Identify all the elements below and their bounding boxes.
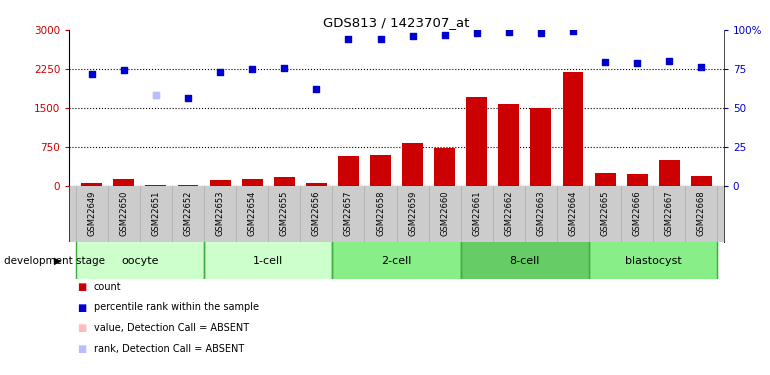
Text: percentile rank within the sample: percentile rank within the sample bbox=[94, 303, 259, 312]
Text: GSM22658: GSM22658 bbox=[376, 191, 385, 236]
Point bbox=[182, 96, 194, 102]
Text: GSM22650: GSM22650 bbox=[119, 191, 129, 236]
Bar bbox=[589, 242, 718, 279]
Title: GDS813 / 1423707_at: GDS813 / 1423707_at bbox=[323, 16, 470, 29]
Bar bbox=[659, 160, 680, 186]
Point bbox=[149, 92, 162, 98]
Text: value, Detection Call = ABSENT: value, Detection Call = ABSENT bbox=[94, 323, 249, 333]
Point bbox=[407, 33, 419, 39]
Point bbox=[149, 92, 162, 98]
Text: GSM22660: GSM22660 bbox=[440, 191, 449, 236]
Text: GSM22657: GSM22657 bbox=[344, 191, 353, 236]
Bar bbox=[434, 148, 455, 186]
Text: GSM22659: GSM22659 bbox=[408, 191, 417, 236]
Text: GSM22649: GSM22649 bbox=[87, 191, 96, 236]
Text: GSM22651: GSM22651 bbox=[152, 191, 160, 236]
Bar bbox=[242, 179, 263, 186]
Text: development stage: development stage bbox=[4, 256, 105, 266]
Bar bbox=[467, 98, 487, 186]
Bar bbox=[274, 177, 295, 186]
Point bbox=[567, 28, 579, 34]
Point bbox=[503, 29, 515, 35]
Point bbox=[631, 60, 644, 66]
Text: GSM22653: GSM22653 bbox=[216, 191, 225, 236]
Point bbox=[439, 32, 451, 38]
Bar bbox=[113, 179, 134, 186]
Bar bbox=[627, 174, 648, 186]
Text: GSM22664: GSM22664 bbox=[568, 191, 578, 236]
Text: count: count bbox=[94, 282, 122, 292]
Point bbox=[246, 66, 259, 72]
Text: ■: ■ bbox=[77, 282, 86, 292]
Point bbox=[663, 58, 675, 64]
Bar bbox=[370, 154, 391, 186]
Bar bbox=[146, 184, 166, 186]
Text: GSM22656: GSM22656 bbox=[312, 191, 321, 236]
Text: 8-cell: 8-cell bbox=[510, 256, 540, 266]
Text: GSM22667: GSM22667 bbox=[665, 191, 674, 237]
Text: ■: ■ bbox=[77, 303, 86, 312]
Point bbox=[534, 30, 547, 36]
Bar bbox=[306, 183, 326, 186]
Text: ■: ■ bbox=[77, 344, 86, 354]
Point bbox=[695, 64, 708, 70]
Bar bbox=[178, 185, 199, 186]
Bar bbox=[460, 242, 589, 279]
Text: GSM22666: GSM22666 bbox=[633, 191, 641, 237]
Bar bbox=[204, 242, 333, 279]
Text: GSM22661: GSM22661 bbox=[472, 191, 481, 236]
Point bbox=[118, 68, 130, 74]
Bar bbox=[594, 172, 615, 186]
Text: GSM22652: GSM22652 bbox=[183, 191, 192, 236]
Point bbox=[310, 86, 323, 92]
Bar bbox=[402, 143, 423, 186]
Bar bbox=[75, 242, 204, 279]
Bar bbox=[209, 180, 230, 186]
Bar bbox=[338, 156, 359, 186]
Text: GSM22665: GSM22665 bbox=[601, 191, 610, 236]
Bar bbox=[82, 183, 102, 186]
Text: GSM22662: GSM22662 bbox=[504, 191, 514, 236]
Text: oocyte: oocyte bbox=[121, 256, 159, 266]
Bar bbox=[563, 72, 584, 186]
Text: GSM22654: GSM22654 bbox=[248, 191, 256, 236]
Bar bbox=[333, 242, 460, 279]
Point bbox=[342, 36, 354, 42]
Text: ■: ■ bbox=[77, 323, 86, 333]
Bar bbox=[498, 104, 519, 186]
Text: rank, Detection Call = ABSENT: rank, Detection Call = ABSENT bbox=[94, 344, 244, 354]
Text: blastocyst: blastocyst bbox=[624, 256, 681, 266]
Bar bbox=[691, 176, 711, 186]
Text: ▶: ▶ bbox=[54, 256, 62, 266]
Text: GSM22668: GSM22668 bbox=[697, 191, 706, 237]
Point bbox=[599, 59, 611, 65]
Text: 1-cell: 1-cell bbox=[253, 256, 283, 266]
Bar bbox=[531, 108, 551, 186]
Text: 2-cell: 2-cell bbox=[381, 256, 412, 266]
Point bbox=[85, 71, 98, 77]
Text: GSM22663: GSM22663 bbox=[537, 191, 545, 237]
Point bbox=[214, 69, 226, 75]
Point bbox=[470, 30, 483, 36]
Text: GSM22655: GSM22655 bbox=[280, 191, 289, 236]
Point bbox=[278, 65, 290, 71]
Point bbox=[374, 36, 387, 42]
